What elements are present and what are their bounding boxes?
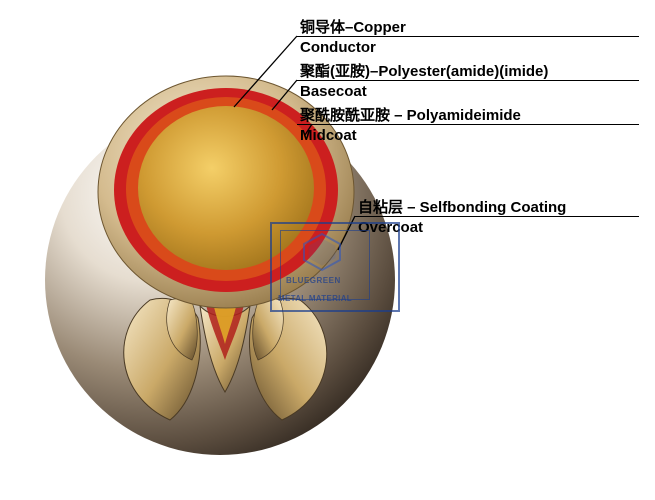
watermark-hexagon-icon (300, 232, 344, 272)
watermark-text-line1: BLUEGREEN (286, 276, 341, 285)
watermark-text-line2: METAL MATERIAL (278, 294, 352, 303)
